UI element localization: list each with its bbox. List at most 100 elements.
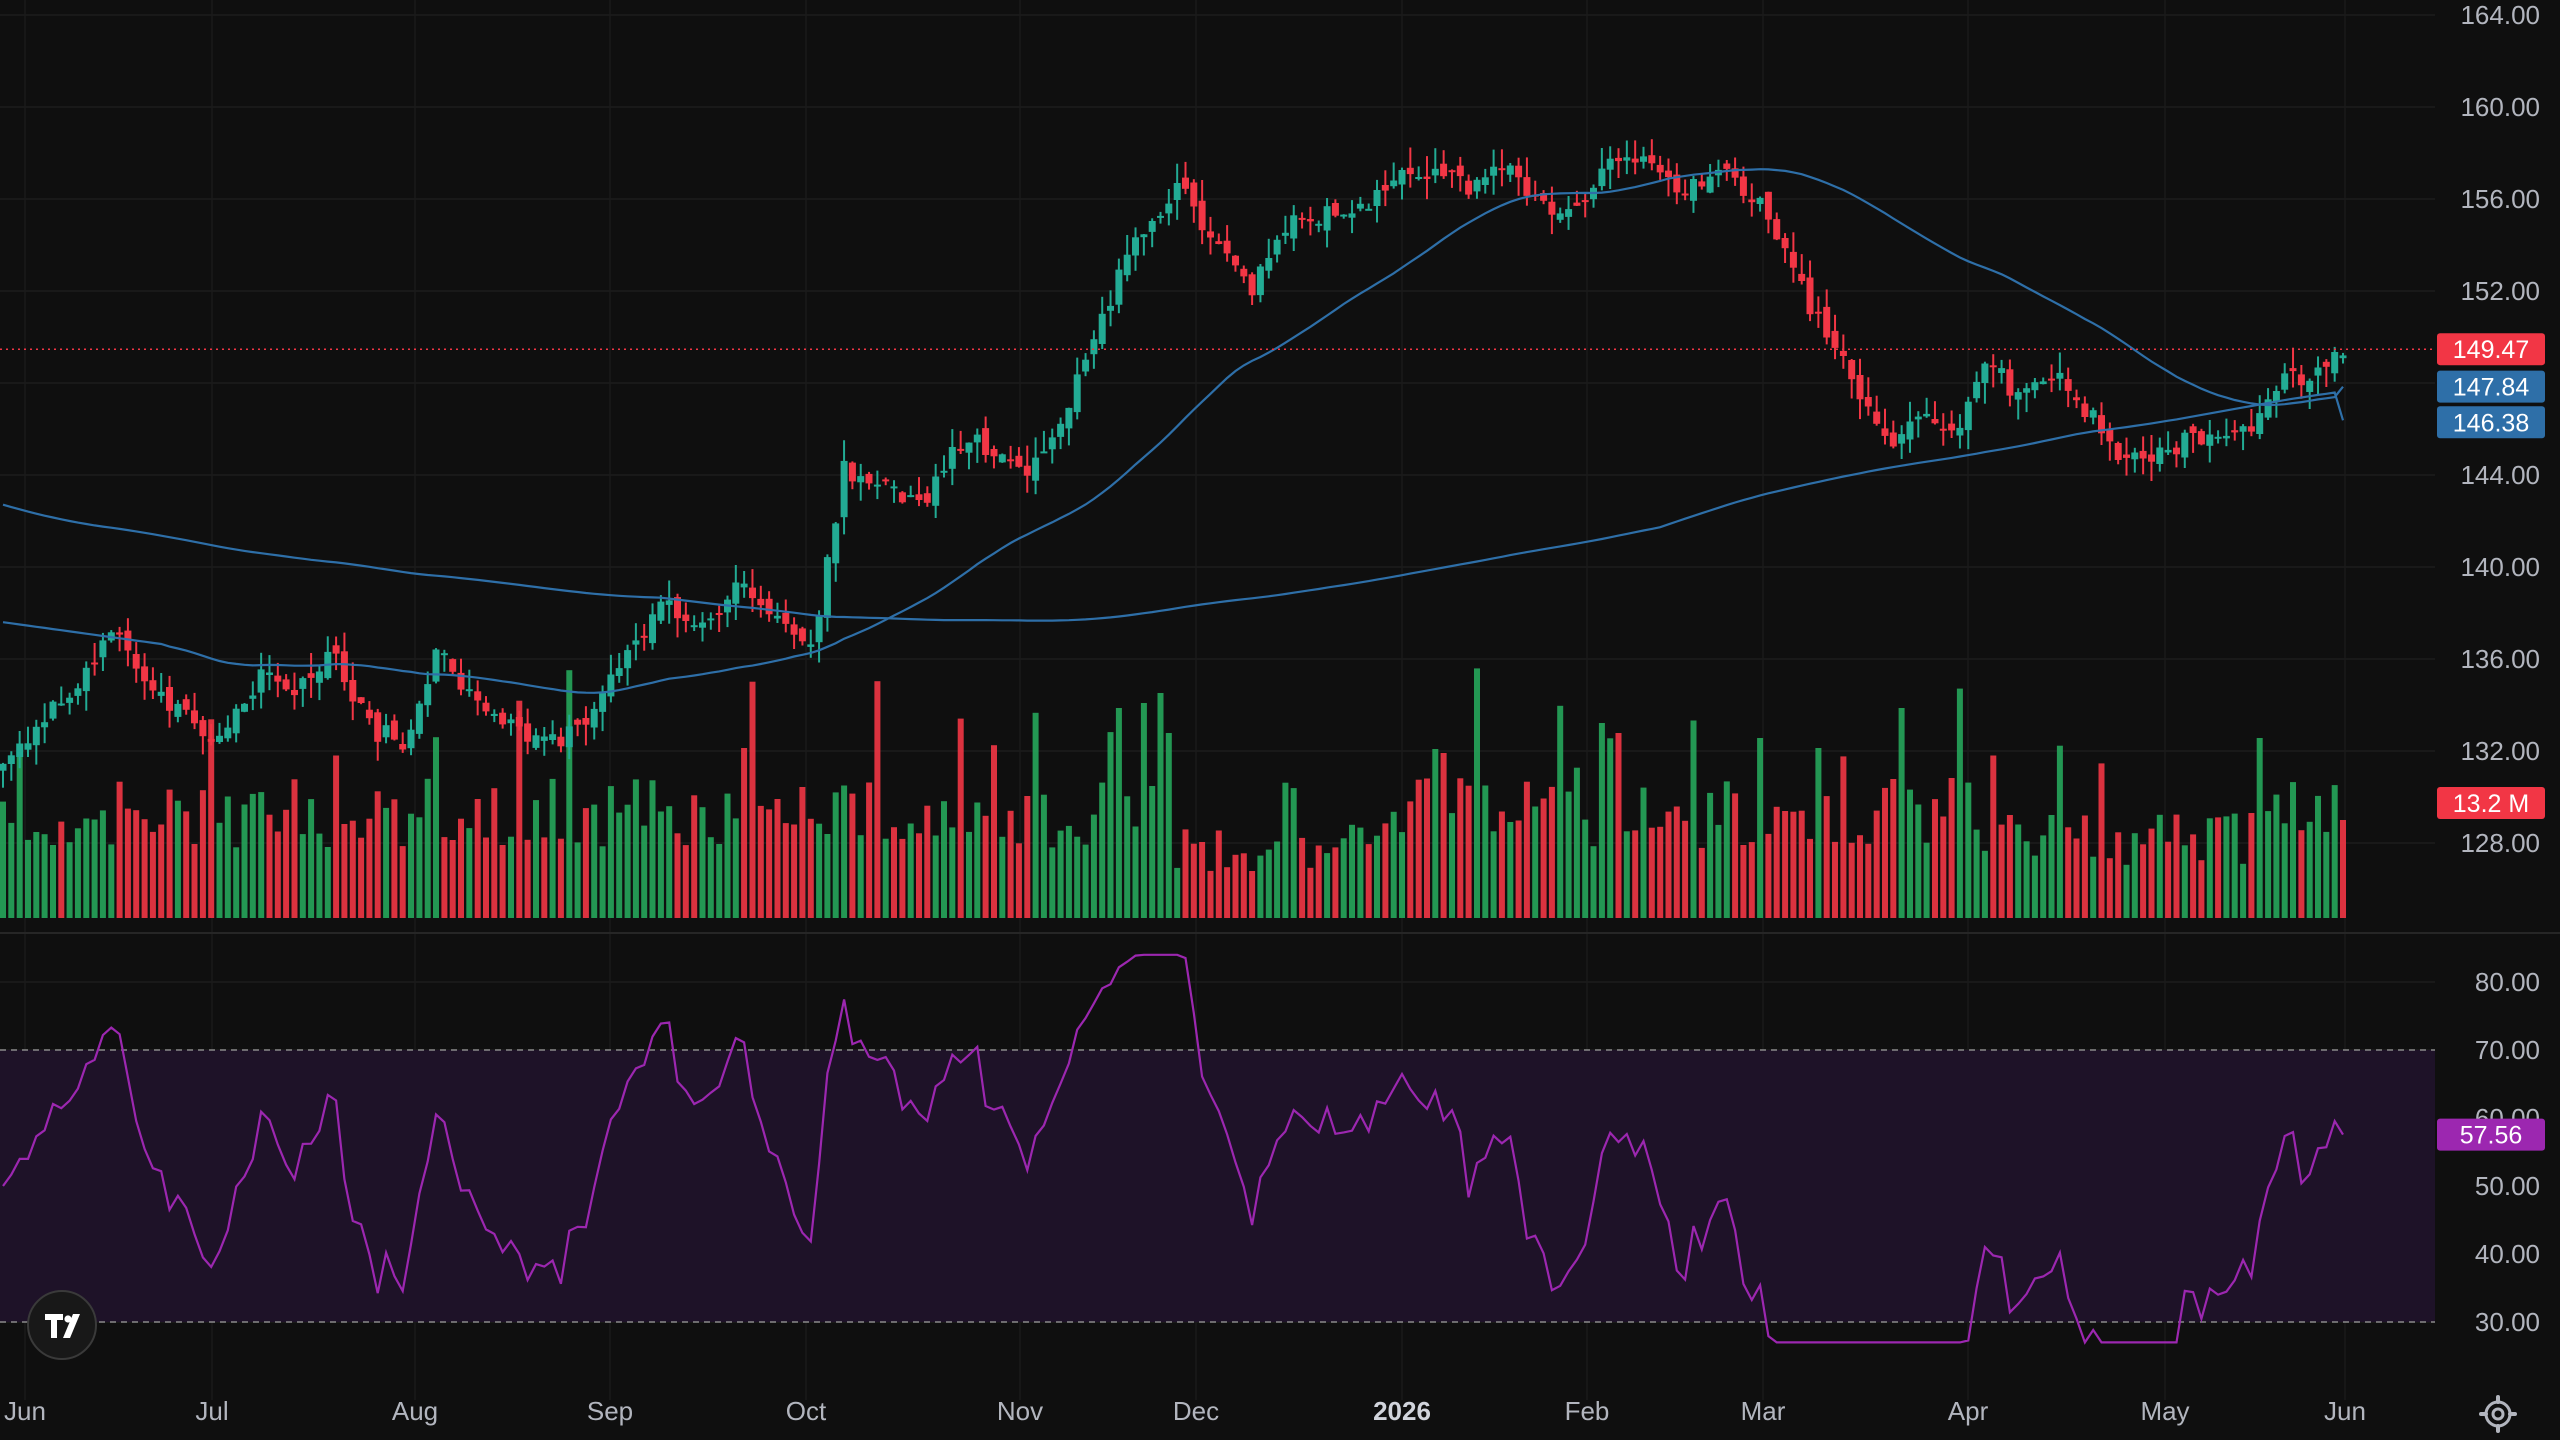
volume-bar: [666, 806, 673, 918]
volume-bar: [299, 834, 306, 918]
candle-body: [557, 736, 565, 747]
volume-bar: [2148, 828, 2155, 918]
candle-body: [1323, 206, 1331, 231]
candle-body: [582, 718, 590, 725]
time-tick-label: 2026: [1373, 1396, 1431, 1426]
volume-bar: [1190, 843, 1197, 918]
candle-body: [82, 667, 90, 692]
rsi-pane: [0, 953, 2435, 1345]
volume-bar: [2098, 763, 2105, 918]
candle-body: [174, 703, 182, 717]
volume-bar: [158, 824, 165, 918]
rsi-line: [2, 953, 2344, 1345]
candle-body: [407, 729, 415, 749]
gear-icon[interactable]: [2478, 1394, 2518, 1434]
volume-bar: [199, 790, 206, 918]
candle-body: [124, 630, 132, 651]
candle-body: [1232, 255, 1239, 266]
candle-body: [1256, 266, 1264, 296]
candle-body: [807, 644, 815, 647]
candle-body: [2197, 431, 2205, 445]
candle-body: [1648, 155, 1656, 164]
volume-bar: [1548, 786, 1555, 918]
candle-body: [632, 640, 640, 645]
volume-bar: [1907, 789, 1913, 918]
volume-bar: [616, 812, 623, 918]
candle-body: [0, 763, 7, 771]
candle-body: [1215, 241, 1223, 244]
volume-bar: [1474, 668, 1480, 918]
candle-body: [2148, 454, 2155, 462]
volume-bar: [391, 799, 398, 918]
candle-body: [1298, 217, 1306, 220]
candle-body: [1506, 165, 1514, 175]
candle-body: [1090, 339, 1098, 355]
candle-body: [232, 708, 240, 734]
volume-bar: [124, 808, 131, 918]
volume-bar: [2140, 844, 2147, 918]
volume-bar: [2306, 821, 2313, 918]
volume-bar: [58, 821, 65, 918]
volume-bar: [166, 789, 173, 918]
candle-body: [1881, 428, 1889, 436]
volume-bar: [1274, 841, 1281, 918]
candle-body: [2306, 380, 2314, 392]
volume-bar: [1265, 849, 1272, 918]
candle-body: [1873, 411, 1881, 424]
time-tick-label: Apr: [1948, 1396, 1989, 1426]
candle-body: [1864, 397, 1872, 407]
volume-bar: [1015, 843, 1022, 918]
volume-bar: [2315, 795, 2321, 918]
volume-bar: [607, 786, 614, 918]
candle-body: [1165, 203, 1173, 214]
candle-body: [2114, 443, 2122, 460]
candle-body: [798, 628, 806, 642]
tradingview-logo[interactable]: [27, 1290, 97, 1360]
volume-bar: [1623, 831, 1630, 918]
rsi-value-tag-bg: [2437, 1118, 2545, 1151]
candle-body: [1132, 237, 1139, 256]
candle-body: [1806, 277, 1814, 315]
candle-body: [57, 703, 65, 706]
volume-bar: [174, 800, 181, 918]
volume-bar: [1415, 779, 1422, 918]
candle-body: [32, 726, 40, 746]
volume-bar: [841, 785, 848, 918]
candle-body: [1756, 197, 1764, 204]
volume-bar: [99, 810, 106, 918]
candle-body: [690, 625, 698, 628]
time-tick-label: Oct: [786, 1396, 827, 1426]
candle-body: [1456, 165, 1464, 177]
volume-bar: [516, 700, 523, 918]
rsi-tick-label: 30.00: [2475, 1307, 2540, 1337]
candle-body: [1781, 238, 1789, 249]
volume-bar: [1007, 810, 1014, 918]
price-tick-label: 160.00: [2460, 92, 2540, 122]
price-tick-label: 164.00: [2460, 0, 2540, 30]
volume-bar: [1332, 847, 1339, 918]
rsi-value-tag: 57.56: [2460, 1122, 2523, 1150]
candle-body: [549, 734, 557, 740]
candle-body: [665, 600, 673, 605]
volume-bar: [1848, 842, 1855, 918]
volume-bar: [2056, 745, 2063, 918]
candle-body: [224, 727, 232, 739]
candle-body: [1773, 219, 1781, 240]
candle-body: [149, 680, 157, 691]
candle-body: [1906, 421, 1914, 440]
candle-body: [1823, 306, 1831, 338]
volume-bar: [907, 823, 914, 918]
rsi-tick-label: 50.00: [2475, 1171, 2540, 1201]
volume-bar: [624, 804, 631, 918]
candle-body: [157, 691, 165, 696]
candle-body: [1798, 273, 1806, 281]
volume-bar: [408, 813, 414, 918]
volume-bar: [716, 844, 723, 918]
candle-body: [1398, 170, 1406, 185]
candle-body: [415, 703, 423, 734]
candle-body: [1306, 219, 1314, 222]
candles: [0, 139, 2347, 788]
candle-body: [599, 691, 607, 712]
volume-bar: [399, 846, 406, 918]
